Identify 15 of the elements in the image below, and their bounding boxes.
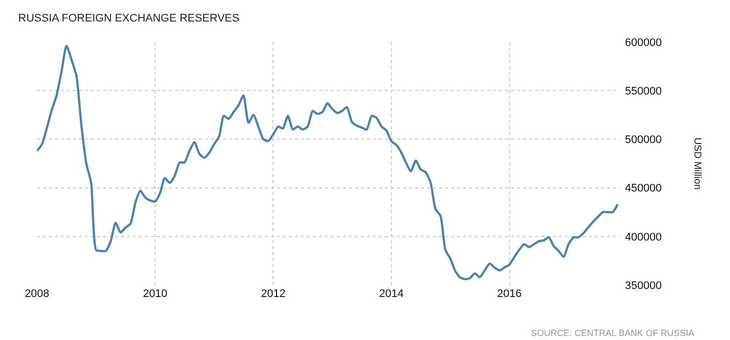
y-tick-label: 450000 xyxy=(625,182,662,195)
y-axis-title: USD Million xyxy=(692,137,703,190)
y-tick-label: 600000 xyxy=(625,36,662,49)
y-tick-label: 400000 xyxy=(625,231,662,244)
x-tick-label: 2014 xyxy=(379,288,404,300)
y-tick-label: 550000 xyxy=(625,85,662,98)
y-tick-label: 350000 xyxy=(625,280,662,292)
line-series xyxy=(37,44,619,280)
x-tick-label: 2008 xyxy=(24,288,50,300)
chart-title: RUSSIA FOREIGN EXCHANGE RESERVES xyxy=(18,12,240,24)
x-tick-label: 2016 xyxy=(497,288,522,300)
x-tick-label: 2012 xyxy=(260,288,286,300)
y-tick-label: 500000 xyxy=(625,134,662,146)
x-tick-label: 2010 xyxy=(142,288,168,300)
source-note: SOURCE: CENTRAL BANK OF RUSSIA xyxy=(531,328,694,338)
